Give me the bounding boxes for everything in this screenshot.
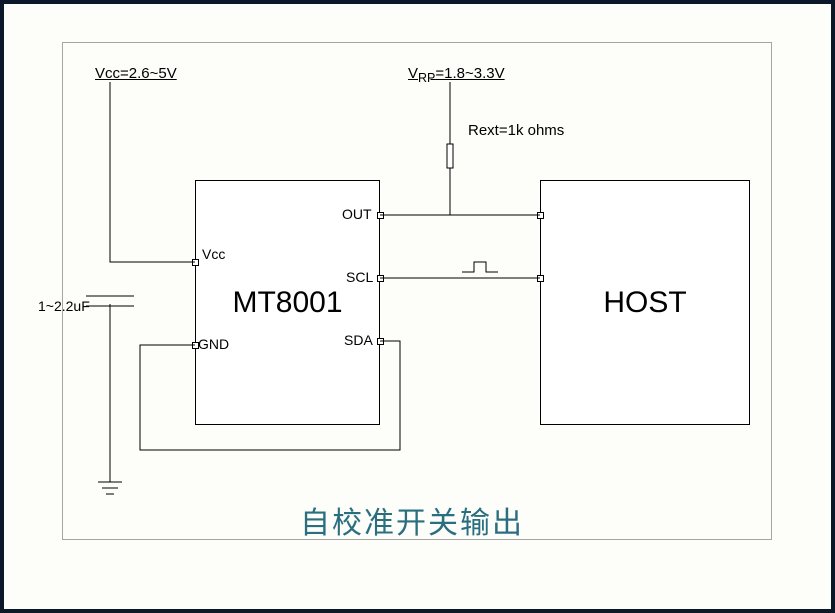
rext-label: Rext=1k ohms [468,122,564,139]
pin-out [377,212,384,219]
pin-sda [377,338,384,345]
diagram-caption: 自校准开关输出 [300,498,524,542]
pin-scl [377,275,384,282]
capacitor-label: 1~2.2uF [38,298,90,314]
diagram-root: { "diagram": { "type": "flowchart", "bac… [0,0,835,613]
vcc-pin-label: Vcc [202,246,225,262]
host-pin-scl [537,275,544,282]
vrp-supply-label: VRP=1.8~3.3V [408,65,505,85]
gnd-pin-label: GND [198,336,229,352]
vcc-supply-label: Vcc=2.6~5V [95,65,177,82]
host-pin-out [537,212,544,219]
out-pin-label: OUT [342,206,372,222]
sda-pin-label: SDA [344,332,373,348]
host-name: HOST [603,286,686,320]
chip-name: MT8001 [232,286,342,320]
scl-pin-label: SCL [346,269,373,285]
pin-vcc [192,259,199,266]
host-block: HOST [540,180,750,425]
